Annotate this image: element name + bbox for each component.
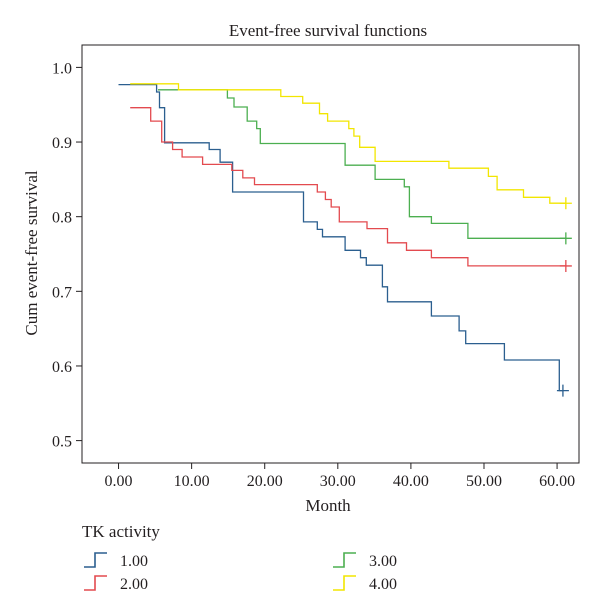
legend-swatch-2 xyxy=(84,575,107,591)
series-line-3 xyxy=(158,89,566,239)
x-tick-label: 40.00 xyxy=(393,473,429,490)
censor-mark-1 xyxy=(556,384,569,397)
legend-swatch-4 xyxy=(333,575,356,591)
series-layer xyxy=(118,83,572,397)
y-tick-label: 0.7 xyxy=(52,284,72,301)
legend-title: TK activity xyxy=(82,522,160,541)
series-line-4 xyxy=(130,83,566,204)
legend-swatch-3 xyxy=(333,552,356,568)
x-axis: 0.00 10.00 20.00 30.00 40.00 50.00 60.00 xyxy=(105,463,575,490)
legend-swatch-1 xyxy=(84,552,107,568)
legend-label-3: 3.00 xyxy=(369,553,397,570)
y-tick-label: 1.0 xyxy=(52,60,72,77)
y-tick-label: 0.8 xyxy=(52,210,72,227)
y-tick-label: 0.9 xyxy=(52,135,72,152)
legend: TK activity 1.00 2.00 3.00 4.00 xyxy=(82,522,397,593)
x-axis-label: Month xyxy=(305,496,351,515)
censor-mark-3 xyxy=(559,232,572,245)
x-tick-label: 20.00 xyxy=(247,473,283,490)
y-axis: 0.5 0.6 0.7 0.8 0.9 1.0 xyxy=(52,60,82,451)
y-tick-label: 0.6 xyxy=(52,359,72,376)
y-axis-label: Cum event-free survival xyxy=(22,170,41,335)
series-line-2 xyxy=(130,107,566,267)
x-tick-label: 10.00 xyxy=(174,473,210,490)
y-tick-label: 0.5 xyxy=(52,434,72,451)
x-tick-label: 30.00 xyxy=(320,473,356,490)
legend-label-2: 2.00 xyxy=(120,576,148,593)
censor-mark-2 xyxy=(559,259,572,272)
x-tick-label: 60.00 xyxy=(539,473,575,490)
plot-area-frame xyxy=(81,44,580,464)
censor-mark-4 xyxy=(559,197,572,210)
legend-label-1: 1.00 xyxy=(120,553,148,570)
legend-label-4: 4.00 xyxy=(369,576,397,593)
x-tick-label: 50.00 xyxy=(466,473,502,490)
x-tick-label: 0.00 xyxy=(105,473,133,490)
series-line-1 xyxy=(118,83,563,392)
chart-title: Event-free survival functions xyxy=(229,21,427,40)
